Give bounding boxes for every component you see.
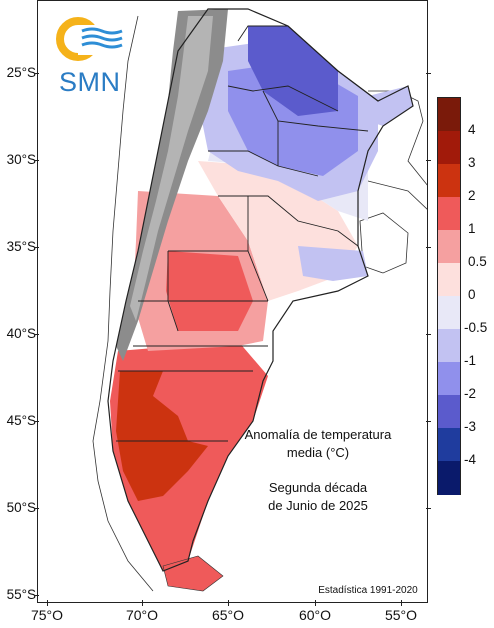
map-period-line2: de Junio de 2025 bbox=[268, 498, 368, 513]
lon-tickmark bbox=[315, 600, 316, 606]
lon-tick-55: 55°O bbox=[384, 607, 418, 623]
map-title-line2: media (°C) bbox=[286, 445, 350, 460]
lon-tick-60: 60°O bbox=[298, 607, 332, 623]
legend-label: 0 bbox=[468, 287, 476, 302]
smn-logo-icon bbox=[56, 17, 126, 61]
legend-label: 1 bbox=[468, 221, 476, 236]
lat-tickmark-right bbox=[426, 160, 431, 161]
lon-tickmark bbox=[228, 600, 229, 606]
legend-swatch bbox=[438, 197, 460, 231]
lat-tickmark bbox=[34, 334, 39, 335]
lat-tickmark bbox=[34, 73, 39, 74]
lat-tickmark bbox=[34, 160, 39, 161]
lat-tickmark bbox=[34, 247, 39, 248]
map-title: Anomalía de temperatura media (°C) bbox=[228, 426, 408, 462]
legend-swatch bbox=[438, 263, 460, 297]
lat-tickmark bbox=[34, 508, 39, 509]
legend-swatch bbox=[438, 230, 460, 264]
color-legend bbox=[437, 97, 461, 495]
legend-swatch bbox=[438, 296, 460, 330]
legend-label: -4 bbox=[464, 452, 477, 467]
lat-tickmark-right bbox=[426, 73, 431, 74]
lat-tick-25: 25°S bbox=[6, 65, 36, 80]
region-warm-spot bbox=[216, 267, 237, 287]
lat-tickmark-right bbox=[426, 334, 431, 335]
lon-tickmark bbox=[47, 600, 48, 606]
smn-logo-text: SMN bbox=[59, 67, 121, 97]
lat-tick-50: 50°S bbox=[6, 500, 36, 515]
map-title-line1: Anomalía de temperatura bbox=[244, 427, 392, 442]
legend-label: 0.5 bbox=[468, 254, 487, 269]
legend-label: -0.5 bbox=[464, 320, 488, 335]
legend-label: 2 bbox=[468, 188, 476, 203]
argentina-outline bbox=[107, 8, 414, 572]
legend-label: -1 bbox=[464, 353, 477, 368]
lat-tick-40: 40°S bbox=[6, 326, 36, 341]
region-central-warm-core bbox=[166, 251, 253, 331]
lon-tick-75: 75°O bbox=[30, 607, 64, 623]
lon-tickmark bbox=[142, 600, 143, 606]
lat-tickmark-right bbox=[426, 421, 431, 422]
region-slight-cool-east bbox=[298, 246, 368, 281]
anomaly-map bbox=[38, 1, 427, 602]
region-strong-warm bbox=[116, 371, 208, 501]
region-cold bbox=[248, 26, 338, 116]
legend-swatch bbox=[438, 329, 460, 363]
lon-tickmark bbox=[401, 600, 402, 606]
lat-tick-30: 30°S bbox=[6, 152, 36, 167]
lat-tick-45: 45°S bbox=[6, 413, 36, 428]
legend-label: 4 bbox=[468, 122, 476, 137]
map-frame: SMN Anomalía de temperatura media (°C) S… bbox=[37, 0, 428, 603]
legend-label: 3 bbox=[468, 155, 476, 170]
legend-label: -2 bbox=[464, 386, 477, 401]
andes-relief-light bbox=[130, 16, 213, 321]
chile-coast bbox=[92, 15, 154, 592]
legend-swatch bbox=[438, 362, 460, 396]
lat-tick-35: 35°S bbox=[6, 239, 36, 254]
legend-swatch bbox=[438, 428, 460, 462]
legend-swatch bbox=[438, 395, 460, 429]
map-period-line1: Segunda década bbox=[268, 480, 368, 495]
lat-tick-55: 55°S bbox=[6, 587, 36, 602]
region-misiones bbox=[368, 86, 413, 126]
legend-swatch bbox=[438, 98, 460, 132]
lat-tickmark bbox=[34, 421, 39, 422]
legend-swatch bbox=[438, 131, 460, 165]
lat-tickmark-right bbox=[426, 508, 431, 509]
legend-swatch bbox=[438, 164, 460, 198]
legend-label: -3 bbox=[464, 419, 477, 434]
map-period: Segunda década de Junio de 2025 bbox=[238, 479, 398, 515]
lat-tickmark-right bbox=[426, 247, 431, 248]
legend-swatch bbox=[438, 461, 460, 495]
lat-tickmark bbox=[34, 595, 39, 596]
lon-tick-70: 70°O bbox=[125, 607, 159, 623]
baseline-note: Estadística 1991-2020 bbox=[318, 585, 418, 596]
lon-tick-65: 65°O bbox=[211, 607, 245, 623]
